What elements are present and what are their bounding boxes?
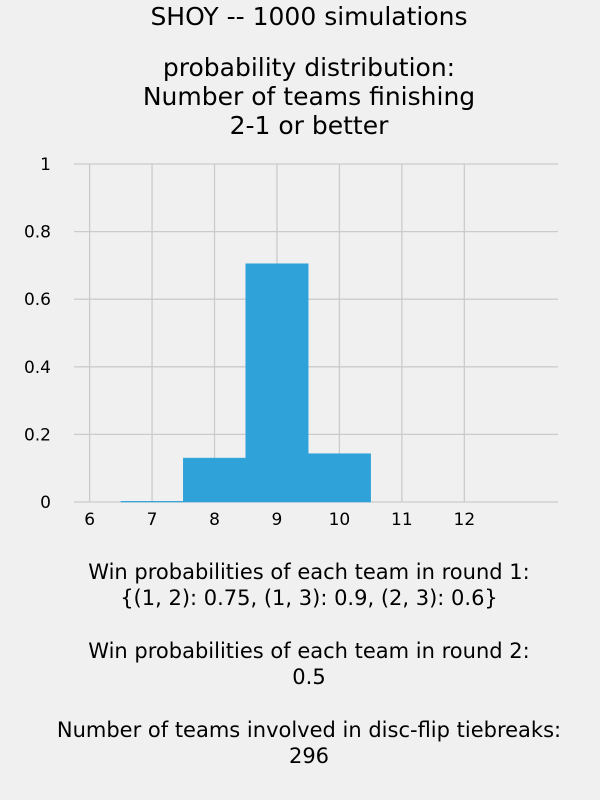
tiebreak-value: 296 <box>288 744 330 768</box>
histogram-bar-9 <box>245 263 309 503</box>
round1-value: {(1, 2): 0.75, (1, 3): 0.9, (2, 3): 0.6} <box>120 586 498 610</box>
chart-title-line-2: probability distribution: <box>162 53 456 82</box>
y-tick-label: 0 <box>40 493 51 513</box>
y-tick-label: 0.6 <box>24 290 51 310</box>
caption-spacer <box>0 611 600 638</box>
round1-label: Win probabilities of each team in round … <box>88 560 530 584</box>
x-tick-label: 12 <box>454 510 476 530</box>
round2-value: 0.5 <box>292 665 326 689</box>
x-tick-label: 9 <box>272 510 283 530</box>
y-tick-label: 0.2 <box>24 425 51 445</box>
y-tick-label: 1 <box>40 155 51 175</box>
y-tick-label: 0.8 <box>24 223 51 243</box>
x-tick-label: 8 <box>209 510 220 530</box>
y-tick-label: 0.4 <box>24 358 51 378</box>
chart-title: SHOY -- 1000 simulations probability dis… <box>0 2 600 140</box>
histogram-bar-8 <box>183 457 246 503</box>
caption-block: Win probabilities of each team in round … <box>0 559 600 769</box>
round2-label: Win probabilities of each team in round … <box>88 639 530 663</box>
histogram-chart: 6 7 8 9 10 11 12 0 0.2 0.4 0.6 0.8 1 <box>24 155 558 530</box>
x-tick-label: 6 <box>84 510 95 530</box>
chart-title-line-3: Number of teams finishing <box>142 82 476 111</box>
histogram-bar-7 <box>120 501 184 503</box>
histogram-bar-10 <box>307 453 371 503</box>
grid-layer <box>74 163 558 503</box>
bar-layer <box>120 263 371 503</box>
x-tick-label: 7 <box>147 510 158 530</box>
x-tick-label: 11 <box>391 510 413 530</box>
chart-title-line-4: 2-1 or better <box>229 111 389 140</box>
tiebreak-label: Number of teams involved in disc-flip ti… <box>56 718 562 742</box>
tick-layer: 6 7 8 9 10 11 12 0 0.2 0.4 0.6 0.8 1 <box>24 155 475 530</box>
chart-title-line-1: SHOY -- 1000 simulations <box>150 2 468 31</box>
x-tick-label: 10 <box>329 510 351 530</box>
caption-spacer <box>0 690 600 717</box>
